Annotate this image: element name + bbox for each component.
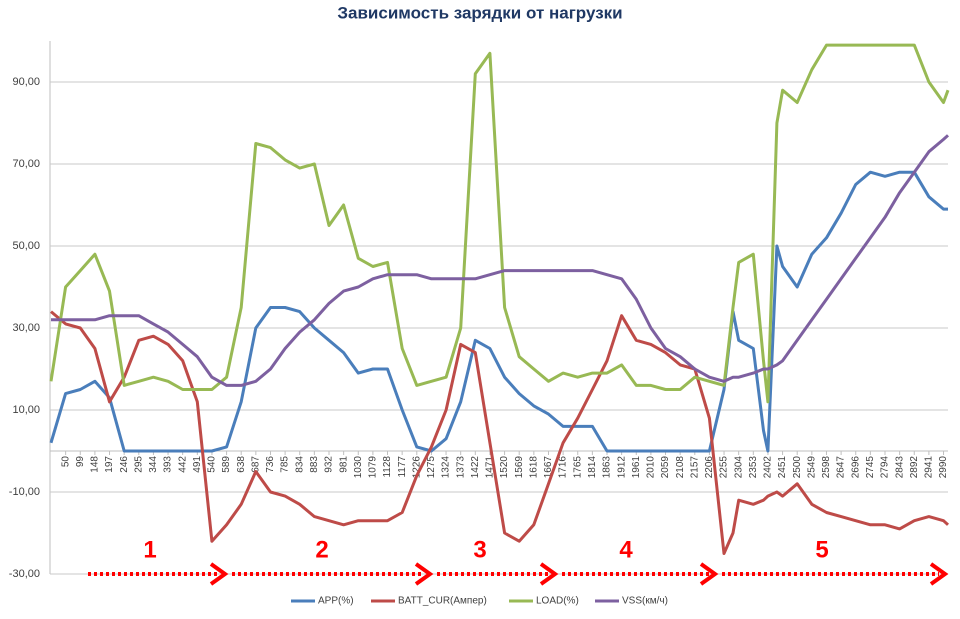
x-tick-label: 2745 bbox=[865, 456, 876, 479]
x-tick-label: 1471 bbox=[485, 456, 496, 479]
x-tick-label: 1324 bbox=[441, 456, 452, 479]
section-label: 5 bbox=[815, 536, 828, 563]
x-tick-label: 1569 bbox=[514, 456, 525, 479]
legend-label: LOAD(%) bbox=[536, 596, 579, 607]
section-label: 2 bbox=[315, 536, 328, 563]
x-tick-label: 2892 bbox=[909, 456, 920, 479]
x-tick-label: 1226 bbox=[411, 456, 422, 479]
x-tick-label: 736 bbox=[265, 456, 276, 473]
x-tick-label: 2941 bbox=[924, 456, 935, 479]
y-tick-label: -30,00 bbox=[9, 568, 40, 580]
x-tick-label: 540 bbox=[207, 456, 218, 473]
x-tick-label: 2059 bbox=[660, 456, 671, 479]
arrow-head bbox=[209, 562, 229, 586]
x-tick-label: 246 bbox=[119, 456, 130, 473]
x-tick-label: 981 bbox=[338, 456, 349, 473]
x-tick-label: 393 bbox=[163, 456, 174, 473]
x-tick-label: 1814 bbox=[587, 456, 598, 479]
arrow-head bbox=[699, 562, 719, 586]
section-label: 4 bbox=[619, 536, 633, 563]
x-tick-label: 2108 bbox=[675, 456, 686, 479]
arrow-head bbox=[929, 562, 949, 586]
x-tick-label: 491 bbox=[192, 456, 203, 473]
section-label: 3 bbox=[473, 536, 486, 563]
x-tick-label: 1863 bbox=[602, 456, 613, 479]
x-tick-label: 2255 bbox=[719, 456, 730, 479]
x-tick-label: 2010 bbox=[646, 456, 657, 479]
y-tick-label: 30,00 bbox=[12, 322, 40, 334]
x-tick-label: 2794 bbox=[880, 456, 891, 479]
section-label: 1 bbox=[143, 536, 156, 563]
series-line bbox=[49, 43, 950, 404]
x-tick-label: 2598 bbox=[821, 456, 832, 479]
x-tick-label: 344 bbox=[148, 456, 159, 473]
series-line bbox=[49, 170, 948, 453]
x-tick-label: 2304 bbox=[733, 456, 744, 479]
arrow-head bbox=[539, 562, 559, 586]
arrow-head bbox=[414, 562, 434, 586]
x-tick-label: 1079 bbox=[368, 456, 379, 479]
x-tick-label: 148 bbox=[90, 456, 101, 473]
y-tick-label: -10,00 bbox=[9, 486, 40, 498]
x-tick-label: 1422 bbox=[470, 456, 481, 479]
x-tick-label: 1716 bbox=[558, 456, 569, 479]
x-tick-label: 1667 bbox=[543, 456, 554, 479]
series-line bbox=[50, 310, 950, 555]
x-tick-label: 1275 bbox=[426, 456, 437, 479]
x-tick-label: 883 bbox=[309, 456, 320, 473]
y-tick-label: 50,00 bbox=[12, 240, 40, 252]
y-tick-label: 70,00 bbox=[12, 158, 40, 170]
x-tick-label: 2206 bbox=[704, 456, 715, 479]
legend-label: BATT_CUR(Ампер) bbox=[398, 596, 487, 607]
x-tick-label: 295 bbox=[133, 456, 144, 473]
x-tick-label: 2647 bbox=[836, 456, 847, 479]
y-tick-label: 90,00 bbox=[12, 76, 40, 88]
x-tick-label: 2157 bbox=[689, 456, 700, 479]
x-tick-label: 2843 bbox=[894, 456, 905, 479]
x-tick-label: 1373 bbox=[455, 456, 466, 479]
x-tick-label: 2696 bbox=[850, 456, 861, 479]
x-tick-label: 1618 bbox=[528, 456, 539, 479]
x-tick-label: 197 bbox=[104, 456, 115, 473]
x-tick-label: 1128 bbox=[382, 456, 393, 478]
x-tick-label: 589 bbox=[221, 456, 232, 473]
x-tick-label: 932 bbox=[324, 456, 335, 473]
x-tick-label: 2990 bbox=[938, 456, 949, 479]
x-tick-label: 1765 bbox=[572, 456, 583, 479]
x-tick-label: 1030 bbox=[353, 456, 364, 479]
x-tick-label: 1912 bbox=[616, 456, 627, 479]
series-line bbox=[51, 134, 950, 387]
chart-title: Зависимость зарядки от нагрузки bbox=[337, 3, 622, 22]
x-tick-label: 834 bbox=[294, 456, 305, 473]
x-tick-label: 99 bbox=[75, 456, 86, 468]
x-tick-label: 687 bbox=[250, 456, 261, 473]
x-tick-label: 1961 bbox=[631, 456, 642, 479]
x-tick-label: 638 bbox=[236, 456, 247, 473]
x-tick-label: 50 bbox=[60, 456, 71, 468]
x-tick-label: 2402 bbox=[763, 456, 774, 479]
legend-label: VSS(км/ч) bbox=[622, 596, 668, 607]
x-tick-label: 1177 bbox=[397, 456, 408, 478]
x-tick-label: 2500 bbox=[792, 456, 803, 479]
x-tick-label: 442 bbox=[177, 456, 188, 473]
x-tick-label: 2451 bbox=[777, 456, 788, 479]
legend-label: APP(%) bbox=[318, 596, 354, 607]
x-tick-label: 2353 bbox=[748, 456, 759, 479]
x-tick-label: 2549 bbox=[806, 456, 817, 479]
x-tick-label: 1520 bbox=[499, 456, 510, 479]
x-tick-label: 785 bbox=[280, 456, 291, 473]
y-tick-label: 10,00 bbox=[12, 404, 40, 416]
